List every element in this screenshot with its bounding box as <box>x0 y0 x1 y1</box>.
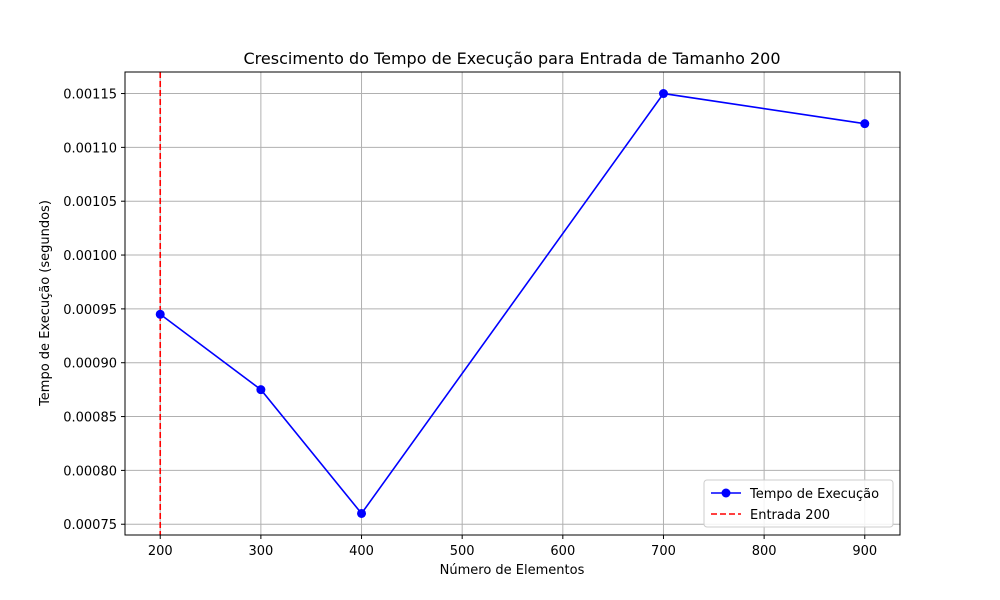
legend-reference-label: Entrada 200 <box>750 508 830 523</box>
data-point <box>155 309 165 319</box>
data-point <box>658 89 668 99</box>
series-lines <box>155 89 870 518</box>
x-tick-label: 200 <box>148 544 173 559</box>
legend-series-marker <box>721 488 731 498</box>
chart-title: Crescimento do Tempo de Execução para En… <box>244 49 781 68</box>
x-tick-label: 600 <box>550 544 575 559</box>
y-tick-label: 0.00085 <box>63 411 117 426</box>
data-point <box>357 508 367 518</box>
grid <box>125 72 900 535</box>
x-tick-label: 700 <box>651 544 676 559</box>
plot-frame <box>124 71 901 536</box>
x-tick-label: 800 <box>752 544 777 559</box>
y-tick-label: 0.00105 <box>63 195 117 210</box>
x-axis-label: Número de Elementos <box>440 563 585 578</box>
x-tick-label: 900 <box>852 544 877 559</box>
y-tick-label: 0.00090 <box>63 357 117 372</box>
y-tick-label: 0.00100 <box>63 249 117 264</box>
legend-box <box>703 479 894 528</box>
y-axis-label: Tempo de Execução (segundos) <box>38 200 53 407</box>
legend-series-label: Tempo de Execução <box>749 487 879 502</box>
x-tick-label: 300 <box>248 544 273 559</box>
x-tick-label: 400 <box>349 544 374 559</box>
y-tick-label: 0.00075 <box>63 518 117 533</box>
axis-ticks: 200 300 400 500 600 700 800 900 0.00075 0.00080 0.… <box>63 88 877 559</box>
y-tick-label: 0.00095 <box>63 303 117 318</box>
data-point <box>860 119 870 129</box>
y-tick-label: 0.00080 <box>63 464 117 479</box>
y-tick-label: 0.00115 <box>63 88 117 103</box>
data-point <box>256 385 266 395</box>
y-tick-label: 0.00110 <box>63 141 117 156</box>
legend: Tempo de Execução Entrada 200 <box>703 479 894 528</box>
x-tick-label: 500 <box>450 544 475 559</box>
